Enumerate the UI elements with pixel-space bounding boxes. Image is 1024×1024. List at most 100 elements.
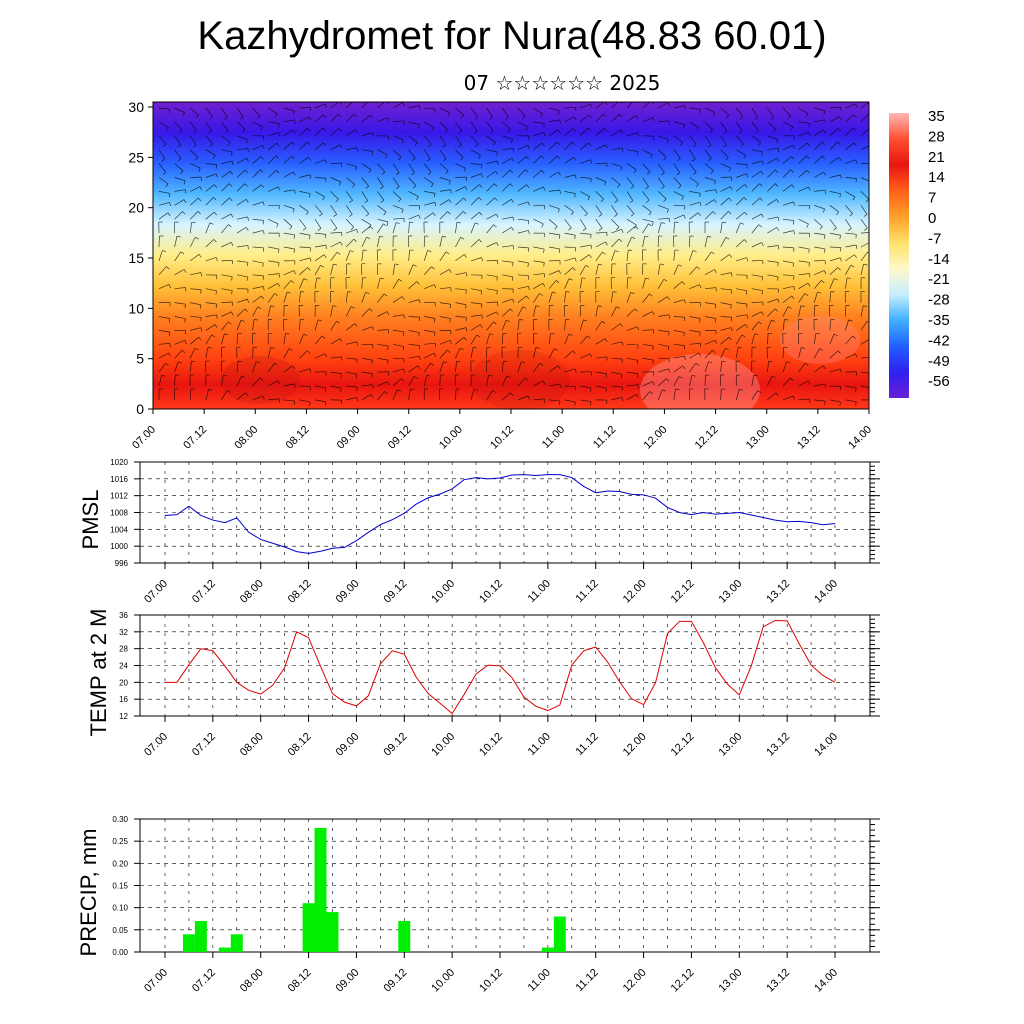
wind-barb-flag	[630, 291, 635, 294]
wind-barb-flag	[598, 214, 603, 217]
wind-barb-flag	[198, 254, 202, 258]
wind-barb	[611, 113, 620, 123]
wind-barb-flag	[241, 375, 246, 378]
x-tick-label: 11.00	[526, 731, 553, 758]
wind-barb-flag	[167, 212, 171, 217]
x-tick-label: 10.12	[477, 967, 505, 995]
wind-barb	[486, 183, 495, 192]
wind-barb	[611, 102, 619, 109]
wind-barb	[205, 288, 217, 292]
wind-barb	[361, 308, 370, 317]
wind-barb	[579, 265, 586, 275]
wind-barb-flag	[588, 254, 592, 259]
wind-barb	[221, 183, 230, 192]
wind-barb-flag	[303, 278, 308, 281]
wind-barb	[174, 316, 186, 319]
wind-barb-flag	[307, 350, 311, 354]
wind-barb-flag	[309, 193, 311, 198]
wind-barb-flag	[723, 130, 728, 134]
wind-barb	[798, 293, 805, 303]
wind-barb	[595, 264, 599, 275]
x-tick-label: 08.12	[286, 578, 314, 606]
wind-barb	[798, 362, 806, 373]
wind-barb	[658, 368, 669, 373]
wind-barb	[502, 260, 514, 263]
wind-barb	[392, 343, 404, 347]
wind-barb	[813, 333, 817, 345]
wind-barb	[158, 363, 166, 373]
wind-barb	[174, 302, 186, 305]
wind-barb-flag	[411, 172, 415, 176]
wind-barb	[626, 384, 638, 387]
wind-barb	[798, 273, 810, 276]
wind-barb-flag	[729, 254, 733, 258]
wind-barb-flag	[822, 365, 826, 370]
wind-barb	[439, 269, 450, 276]
wind-barb	[174, 199, 185, 206]
wind-barb	[611, 238, 620, 248]
wind-barb	[673, 316, 685, 318]
wind-barb-flag	[489, 333, 494, 336]
wind-barb	[782, 319, 785, 331]
wind-barb-flag	[620, 102, 623, 104]
wind-barb	[673, 222, 675, 234]
x-tick-label: 10.00	[437, 424, 465, 452]
wind-barb	[190, 327, 201, 331]
wind-barb	[361, 149, 373, 152]
wind-barb	[642, 381, 653, 387]
wind-barb	[236, 274, 248, 278]
wind-barb-flag	[231, 311, 234, 316]
wind-barb-flag	[278, 132, 281, 137]
wind-barb	[517, 156, 527, 164]
wind-barb-flag	[590, 387, 592, 392]
wind-barb-flag	[496, 151, 498, 156]
wind-barb	[720, 149, 729, 158]
wind-barb	[190, 302, 202, 306]
wind-barb	[829, 106, 841, 109]
x-tick-label: 11.12	[573, 967, 600, 994]
wind-barb	[564, 218, 572, 229]
wind-barb	[205, 324, 216, 331]
wind-barb	[595, 218, 603, 229]
wind-barb-flag	[616, 306, 620, 309]
wind-barb	[673, 281, 683, 289]
wind-barb	[533, 170, 542, 178]
wind-barb-flag	[753, 374, 758, 377]
wind-barb	[314, 191, 325, 198]
wind-barb	[517, 184, 527, 192]
wind-barb	[689, 107, 701, 110]
y-tick-label: 0	[136, 401, 144, 417]
wind-barb-flag	[761, 290, 763, 295]
wind-barb-flag	[815, 333, 820, 335]
wind-barb	[517, 286, 529, 290]
wind-barb-flag	[633, 169, 637, 174]
wind-barb-flag	[323, 114, 327, 119]
wind-barb-flag	[322, 127, 326, 131]
wind-barb-flag	[381, 171, 386, 175]
wind-barb	[252, 395, 263, 401]
colorbar-label: -7	[928, 230, 941, 247]
wind-barb-flag	[602, 251, 606, 255]
wind-barb-flag	[558, 270, 561, 275]
x-tick-label: 09.12	[381, 731, 409, 759]
wind-barb	[252, 306, 259, 317]
wind-barb-flag	[430, 183, 434, 188]
wind-barb-flag	[644, 235, 649, 238]
wind-barb-flag	[728, 211, 732, 215]
wind-barb-flag	[683, 214, 686, 219]
wind-barb-flag	[434, 202, 437, 207]
wind-barb-flag	[354, 323, 358, 327]
wind-barb	[704, 135, 712, 146]
wind-barb-flag	[808, 132, 811, 137]
wind-barb-flag	[403, 368, 405, 373]
wind-barb-flag	[230, 213, 234, 218]
x-tick-label: 09.00	[334, 967, 362, 995]
wind-barb	[158, 250, 163, 262]
wind-barb-flag	[480, 173, 483, 178]
y-tick-label: 16	[119, 695, 128, 704]
wind-barb	[299, 267, 308, 276]
wind-barb-flag	[630, 213, 635, 217]
wind-barb-flag	[428, 143, 432, 147]
wind-barb-flag	[274, 362, 278, 366]
wind-barb-flag	[309, 174, 312, 179]
